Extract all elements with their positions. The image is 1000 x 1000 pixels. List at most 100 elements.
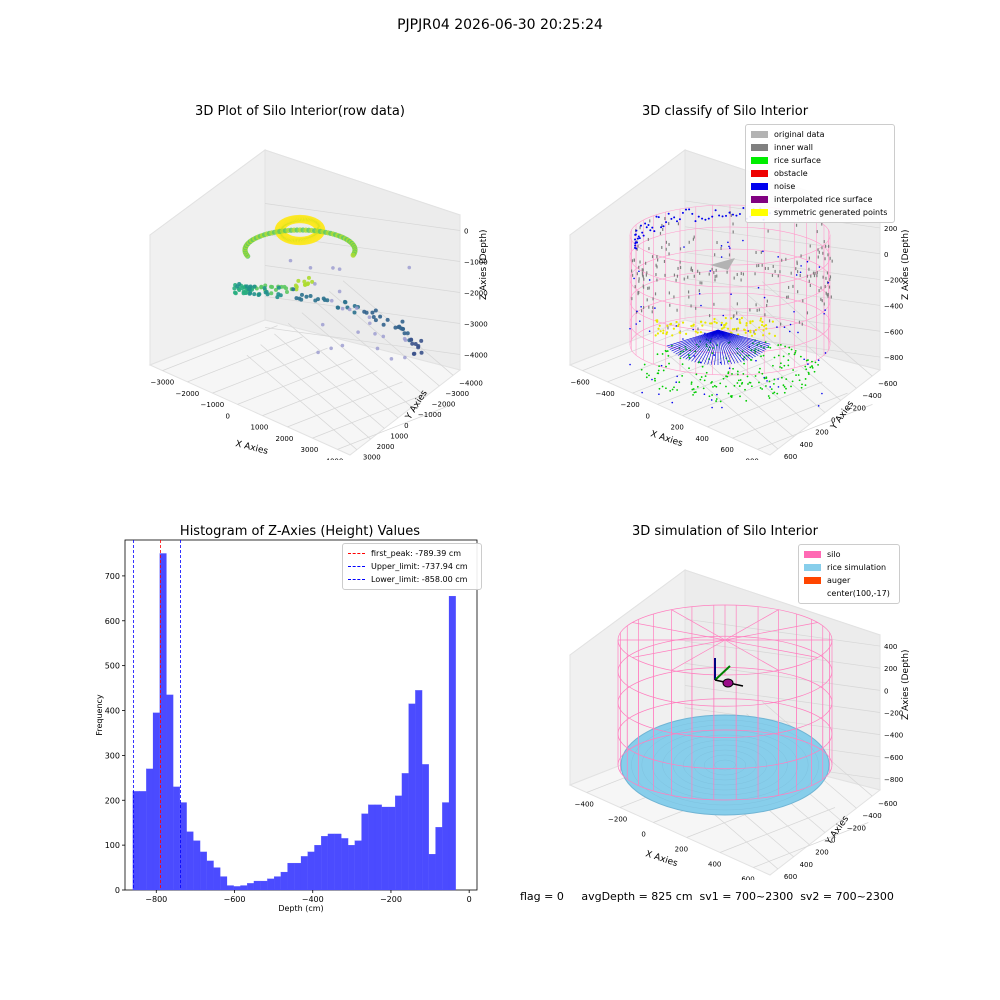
wall-point [713, 302, 715, 306]
y-tick-label: 0 [831, 417, 835, 425]
wall-point [646, 271, 648, 275]
symmetric-point [763, 325, 766, 328]
wall-point [824, 284, 826, 288]
rice-point [760, 355, 762, 358]
wall-point [808, 279, 810, 283]
sim-rice-surface [620, 714, 830, 816]
legend-label: original data [774, 130, 825, 139]
noise-point [720, 245, 723, 247]
raw-points [232, 214, 424, 361]
symmetric-point [700, 320, 703, 323]
wall-point [797, 270, 799, 274]
wall-point [690, 304, 692, 308]
wall-point [652, 306, 654, 310]
symmetric-point [659, 330, 662, 333]
wall-point [817, 248, 819, 252]
symmetric-point [704, 321, 707, 324]
rice-point [768, 380, 771, 383]
wall-point [668, 252, 670, 256]
data-point [306, 275, 311, 280]
symmetric-point [759, 317, 763, 320]
noise-point [788, 330, 791, 333]
noise-point [766, 380, 768, 382]
x-tick-label: 800 [746, 457, 759, 460]
wall-point [826, 271, 829, 275]
noise-point [636, 310, 638, 313]
z-tick-label: −400 [884, 732, 903, 740]
histogram-bar [381, 806, 389, 891]
rice-point [736, 370, 739, 373]
data-point [389, 357, 394, 361]
classify-legend: original data inner wall rice surface obsta… [745, 124, 895, 223]
wall-point [649, 219, 651, 223]
histogram-bar [374, 804, 382, 891]
data-point [340, 306, 345, 311]
sim-plot-title: 3D simulation of Silo Interior [632, 524, 818, 539]
histogram-bar [226, 885, 234, 891]
rice-point [811, 366, 814, 369]
data-point [302, 279, 307, 284]
y-tick-label: 700 [105, 572, 120, 581]
wall-point [800, 254, 802, 258]
data-point [416, 345, 421, 350]
rice-point [792, 369, 795, 371]
wall-point [768, 319, 771, 323]
rice-point [722, 377, 725, 380]
rice-mesh-ring [641, 724, 809, 806]
noise-cone-line [717, 329, 726, 365]
y-tick-label: 600 [105, 617, 120, 626]
wall-point [677, 222, 680, 226]
noise-point [776, 326, 778, 328]
y-tick-label: 600 [784, 453, 797, 460]
z-tick-label: −1000 [464, 259, 488, 267]
data-point [291, 287, 296, 292]
histogram-bar [152, 712, 160, 891]
data-point [269, 291, 274, 296]
noise-point [777, 386, 780, 388]
noise-point [703, 393, 706, 396]
sim-legend: silo rice simulation auger center(100,-17) [798, 544, 900, 604]
wall-point [732, 222, 734, 226]
wall-point [753, 330, 755, 334]
rice-point [783, 391, 786, 394]
rice-point [727, 360, 730, 363]
rice-point [807, 373, 810, 375]
data-point [375, 346, 380, 351]
data-point [275, 295, 280, 300]
symmetric-point [743, 328, 746, 332]
silo-roof-rib [671, 609, 726, 641]
legend-label: symmetric generated points [774, 208, 888, 217]
noise-point [777, 256, 779, 258]
wall-point [827, 292, 829, 296]
symmetric-point [762, 329, 765, 332]
rice-mesh-ring [662, 734, 788, 796]
rice-point [715, 385, 718, 388]
rice-point [788, 346, 791, 349]
noise-cone-line [717, 329, 754, 359]
x-tick-label: 0 [646, 412, 650, 420]
rice-point [790, 348, 793, 351]
wall-point [829, 256, 831, 260]
rice-point [782, 355, 785, 358]
data-point [232, 286, 237, 291]
symmetric-point [710, 322, 713, 325]
wall-point [760, 250, 762, 254]
data-point [347, 307, 352, 312]
rice-point [661, 353, 664, 355]
wall-point [726, 270, 728, 274]
rice-point [779, 362, 782, 365]
legend-entry: interpolated rice surface [751, 193, 889, 206]
x-tick-label: −1000 [201, 401, 225, 409]
raw-x-label: X Axies [234, 439, 269, 457]
y-tick-label: 300 [105, 751, 120, 760]
wall-point [661, 223, 663, 227]
rice-point [772, 392, 774, 395]
histogram-chart: −800 −600 −400 −200 0 0 100 200 300 400 500 600 700… [95, 539, 478, 913]
noise-point [671, 401, 674, 404]
legend-entry: first_peak: -789.39 cm [348, 547, 476, 560]
wall-point [825, 244, 827, 248]
rice-point [780, 376, 783, 379]
noise-point [730, 293, 732, 296]
rice-point [783, 364, 786, 367]
wall-point [675, 278, 677, 282]
